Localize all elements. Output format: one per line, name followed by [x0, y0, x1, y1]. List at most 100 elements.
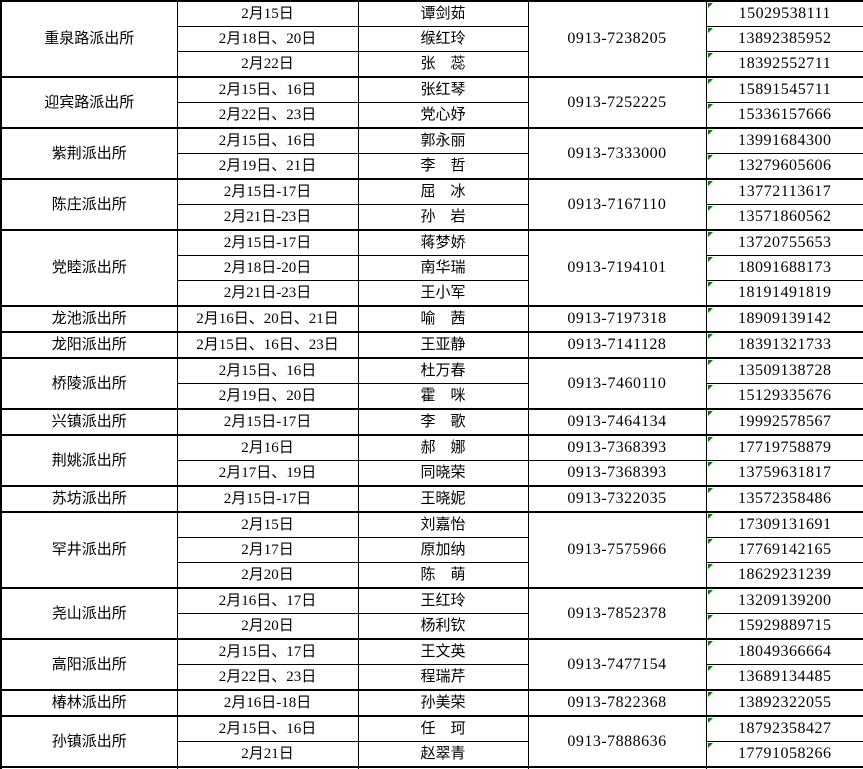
mobile-phone-cell: 13759631817 — [705, 460, 863, 487]
error-indicator-icon — [707, 718, 713, 723]
station-cell: 椿林派出所 — [0, 689, 178, 717]
mobile-number: 15029538111 — [738, 5, 831, 22]
mobile-number: 15336157666 — [738, 106, 832, 123]
station-cell: 孙镇派出所 — [0, 715, 178, 768]
mobile-number: 13991684300 — [738, 132, 832, 149]
contact-name-cell: 孙 岩 — [357, 204, 529, 231]
mobile-number: 13772113617 — [738, 183, 832, 200]
table-row: 2月22日、23日 党心妤 15336157666 — [1, 102, 863, 129]
office-phone-cell: 0913-7197318 — [527, 305, 707, 333]
mobile-phone-cell: 15929889715 — [705, 613, 863, 640]
dates-cell: 2月21日 — [176, 741, 359, 768]
error-indicator-icon — [707, 130, 713, 135]
mobile-number: 18392552711 — [738, 55, 832, 72]
contact-name-cell: 同晓荣 — [357, 460, 529, 487]
table-row: 洛滨派出所2月18日-20日张文敏0913-758609717829531603 — [0, 766, 863, 769]
dates-cell: 2月16日、17日 — [176, 587, 359, 614]
contact-name-cell: 蒋梦娇 — [357, 229, 529, 256]
error-indicator-icon — [707, 308, 713, 313]
mobile-number: 18049366664 — [738, 643, 832, 660]
dates-cell: 2月15日-17日 — [176, 229, 359, 256]
station-cell: 高阳派出所 — [0, 638, 178, 691]
contact-name-cell: 原加纳 — [357, 537, 529, 563]
contact-name-cell: 刘嘉怡 — [357, 511, 529, 538]
dates-cell: 2月20日 — [176, 613, 359, 640]
mobile-number: 13509138728 — [738, 362, 832, 379]
contact-name-cell: 王文英 — [357, 638, 529, 665]
station-cell: 龙池派出所 — [0, 305, 178, 333]
dates-cell: 2月17日、19日 — [176, 460, 359, 487]
mobile-number: 13759631817 — [738, 464, 832, 481]
office-phone-cell: 0913-7194101 — [527, 229, 707, 307]
error-indicator-icon — [707, 385, 713, 390]
office-phone-cell: 0913-7141128 — [527, 331, 707, 359]
table-row: 迎宾路派出所 2月15日、16日 张红琴 0913-7252225 1589154571… — [0, 76, 863, 129]
office-phone-cell: 0913-7822368 — [527, 689, 707, 717]
mobile-phone-cell: 15129335676 — [705, 383, 863, 410]
mobile-number: 13892322055 — [738, 694, 832, 711]
office-phone-cell: 0913-7368393 — [527, 460, 707, 487]
dates-cell: 2月17日 — [176, 537, 359, 563]
error-indicator-icon — [707, 641, 713, 646]
dates-cell: 2月22日 — [176, 51, 359, 78]
mobile-number: 18191491819 — [738, 284, 832, 301]
table-row: 龙池派出所 2月16日、20日、21日喻 茜 0913-7197318 1890913… — [0, 305, 863, 333]
contact-name-cell: 缑红玲 — [357, 26, 529, 52]
contact-name-cell: 孙美荣 — [357, 689, 529, 717]
mobile-number: 18909139142 — [738, 310, 832, 327]
mobile-number: 13571860562 — [738, 208, 832, 225]
dates-cell: 2月21日-23日 — [176, 204, 359, 231]
table-row: 兴镇派出所 2月15日-17日李 歌 0913-7464134 19992578567 — [0, 408, 863, 436]
mobile-number: 19992578567 — [738, 413, 832, 430]
office-phone-cell: 0913-7252225 — [527, 76, 707, 129]
error-indicator-icon — [707, 181, 713, 186]
contact-name-cell: 王晓妮 — [357, 485, 529, 513]
dates-cell: 2月22日、23日 — [176, 102, 359, 129]
error-indicator-icon — [707, 53, 713, 58]
dates-cell: 2月15日 — [176, 0, 359, 27]
error-indicator-icon — [707, 360, 713, 365]
contact-name-cell: 郭永丽 — [357, 127, 529, 154]
error-indicator-icon — [707, 743, 713, 748]
station-cell: 陈庄派出所 — [0, 178, 178, 231]
mobile-phone-cell: 13509138728 — [705, 357, 863, 384]
dates-cell: 2月22日、23日 — [176, 664, 359, 691]
station-cell: 罕井派出所 — [0, 511, 178, 589]
error-indicator-icon — [707, 437, 713, 442]
table-row: 陈庄派出所 2月15日-17日屈 冰 0913-7167110 13772113617 — [0, 178, 863, 231]
contact-name-cell: 程瑞芹 — [357, 664, 529, 691]
mobile-number: 17769142165 — [738, 541, 832, 558]
error-indicator-icon — [707, 206, 713, 211]
mobile-phone-cell: 15029538111 — [705, 0, 863, 27]
table-row: 2月21日-23日孙 岩 13571860562 — [1, 204, 863, 231]
mobile-phone-cell: 15891545711 — [705, 76, 863, 103]
mobile-number: 17719758879 — [738, 439, 832, 456]
mobile-number: 15129335676 — [738, 387, 832, 404]
contact-name-cell: 党心妤 — [357, 102, 529, 129]
dates-cell: 2月15日、16日、23日 — [176, 331, 359, 359]
error-indicator-icon — [707, 257, 713, 262]
table-row: 重泉路派出所 2月15日 谭剑茹 0913-7238205 15029538111 — [0, 0, 863, 78]
error-indicator-icon — [707, 514, 713, 519]
contact-name-cell: 任 珂 — [357, 715, 529, 742]
table-row: 2月17日 原加纳 17769142165 — [1, 537, 863, 563]
dates-cell: 2月15日、16日 — [176, 357, 359, 384]
station-cell: 紫荆派出所 — [0, 127, 178, 180]
mobile-phone-cell: 18091688173 — [705, 255, 863, 281]
mobile-number: 18391321733 — [738, 336, 832, 353]
station-cell: 重泉路派出所 — [0, 0, 178, 78]
mobile-phone-cell: 13209139200 — [705, 587, 863, 614]
station-cell: 尧山派出所 — [0, 587, 178, 640]
dates-cell: 2月15日、16日 — [176, 76, 359, 103]
office-phone-cell: 0913-7852378 — [527, 587, 707, 640]
dates-cell: 2月15日、16日 — [176, 715, 359, 742]
mobile-phone-cell: 17719758879 — [705, 434, 863, 461]
contact-name-cell: 王亚静 — [357, 331, 529, 359]
mobile-phone-cell: 19992578567 — [705, 408, 863, 436]
dates-cell: 2月15日、17日 — [176, 638, 359, 665]
error-indicator-icon — [707, 334, 713, 339]
dates-cell: 2月15日、16日 — [176, 127, 359, 154]
mobile-phone-cell: 17769142165 — [705, 537, 863, 563]
dates-cell: 2月15日-17日 — [176, 178, 359, 205]
mobile-phone-cell: 18909139142 — [705, 305, 863, 333]
